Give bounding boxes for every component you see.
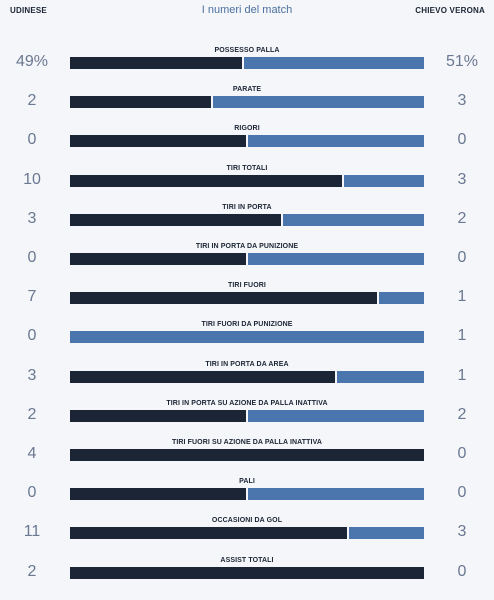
bar-divider: [342, 174, 344, 187]
home-value: 2: [27, 405, 37, 423]
stat-row-tiri-fuori: TIRI FUORI 7 1: [0, 282, 494, 321]
home-bar-fill: [70, 488, 247, 501]
away-value: 3: [457, 170, 467, 188]
stat-label: TIRI TOTALI: [226, 164, 268, 172]
bar-divider: [335, 370, 337, 383]
comparison-bar: [70, 566, 424, 579]
away-value: 3: [457, 92, 467, 110]
comparison-bar: [70, 96, 424, 109]
home-bar-fill: [70, 370, 336, 383]
stat-row-occasioni-da-gol: OCCASIONI DA GOL 11 3: [0, 517, 494, 556]
comparison-bar: [70, 370, 424, 383]
stat-row-tiri-fuori-su-azione-da-palla-inattiva: TIRI FUORI SU AZIONE DA PALLA INATTIVA 4 0: [0, 439, 494, 478]
comparison-bar: [70, 57, 424, 69]
home-bar-fill: [70, 409, 247, 422]
page-title: I numeri del match: [201, 4, 293, 16]
away-value: 0: [457, 484, 467, 502]
home-team-name: UDINESE: [10, 6, 47, 15]
away-value: 1: [457, 288, 467, 306]
away-value: 0: [457, 131, 467, 149]
home-bar-fill: [70, 527, 348, 540]
stat-label: TIRI FUORI: [228, 282, 266, 290]
stat-row-tiri-totali: TIRI TOTALI 10 3: [0, 165, 494, 204]
home-value: 3: [27, 366, 37, 384]
stat-row-tiri-fuori-da-punizione: TIRI FUORI DA PUNIZIONE 0 1: [0, 321, 494, 360]
comparison-bar: [70, 527, 424, 540]
bar-divider: [246, 135, 248, 148]
bar-divider: [281, 213, 283, 226]
comparison-bar: [70, 409, 424, 422]
home-bar-fill: [70, 174, 343, 187]
away-value: 0: [457, 249, 467, 266]
stat-label: OCCASIONI DA GOL: [211, 517, 283, 525]
away-value: 1: [457, 366, 467, 384]
home-bar-fill: [70, 57, 243, 69]
home-value: 2: [27, 562, 37, 580]
bar-divider: [211, 96, 213, 109]
home-value: 11: [23, 523, 41, 541]
home-value: 10: [23, 170, 41, 188]
stat-label: TIRI FUORI DA PUNIZIONE: [201, 321, 293, 329]
stat-row-possesso-palla: POSSESSO PALLA 49% 51%: [0, 47, 494, 86]
home-value: 0: [27, 484, 37, 502]
bar-divider: [242, 57, 244, 69]
stat-label: PALI: [239, 478, 255, 486]
home-bar-fill: [70, 213, 282, 226]
away-value: 0: [457, 562, 467, 580]
home-bar-fill: [70, 292, 378, 305]
stat-label: TIRI IN PORTA SU AZIONE DA PALLA INATTIV…: [166, 399, 328, 407]
bar-divider: [246, 488, 248, 501]
stat-label: TIRI IN PORTA DA PUNIZIONE: [195, 243, 299, 250]
bar-divider: [246, 253, 248, 265]
away-value: 1: [457, 327, 467, 345]
home-bar-fill: [70, 566, 424, 579]
comparison-bar: [70, 331, 424, 344]
comparison-bar: [70, 292, 424, 305]
away-value: 2: [457, 209, 467, 227]
stat-label: TIRI FUORI SU AZIONE DA PALLA INATTIVA: [171, 439, 322, 446]
stat-row-parate: PARATE 2 3: [0, 86, 494, 125]
comparison-bar: [70, 449, 424, 461]
home-value: 0: [27, 327, 37, 345]
bar-divider: [347, 527, 349, 540]
bar-divider: [377, 292, 379, 305]
home-bar-fill: [70, 96, 212, 109]
match-header: UDINESE I numeri del match CHIEVO VERONA: [0, 0, 494, 20]
stat-row-tiri-in-porta-da-punizione: TIRI IN PORTA DA PUNIZIONE 0 0: [0, 243, 494, 282]
home-value: 4: [27, 445, 37, 462]
away-value: 51%: [445, 53, 479, 70]
stat-label: TIRI IN PORTA DA AREA: [205, 360, 289, 368]
bar-divider: [246, 409, 248, 422]
away-value: 0: [457, 445, 467, 462]
comparison-bar: [70, 488, 424, 501]
home-value: 3: [27, 209, 37, 227]
stat-row-rigori: RIGORI 0 0: [0, 125, 494, 164]
comparison-bar: [70, 253, 424, 265]
home-value: 0: [27, 249, 37, 266]
comparison-bar: [70, 174, 424, 187]
home-value: 0: [27, 131, 37, 149]
away-value: 3: [457, 523, 467, 541]
stat-label: ASSIST TOTALI: [220, 556, 274, 564]
home-value: 2: [27, 92, 37, 110]
home-bar-fill: [70, 135, 247, 148]
home-value: 7: [27, 288, 37, 306]
home-bar-fill: [70, 449, 424, 461]
comparison-bar: [70, 135, 424, 148]
stat-row-tiri-in-porta-su-azione-da-palla-inattiva: TIRI IN PORTA SU AZIONE DA PALLA INATTIV…: [0, 400, 494, 439]
home-bar-fill: [70, 253, 247, 265]
home-value: 49%: [15, 53, 49, 70]
stat-label: POSSESSO PALLA: [214, 47, 280, 54]
stat-label: TIRI IN PORTA: [222, 203, 272, 211]
stat-label: PARATE: [232, 86, 262, 94]
stat-label: RIGORI: [234, 125, 260, 133]
comparison-bar: [70, 213, 424, 226]
stat-row-tiri-in-porta-da-area: TIRI IN PORTA DA AREA 3 1: [0, 361, 494, 400]
stat-row-tiri-in-porta: TIRI IN PORTA 3 2: [0, 204, 494, 243]
stat-row-pali: PALI 0 0: [0, 478, 494, 517]
stat-row-assist-totali: ASSIST TOTALI 2 0: [0, 557, 494, 596]
away-value: 2: [457, 405, 467, 423]
away-team-name: CHIEVO VERONA: [415, 6, 485, 15]
